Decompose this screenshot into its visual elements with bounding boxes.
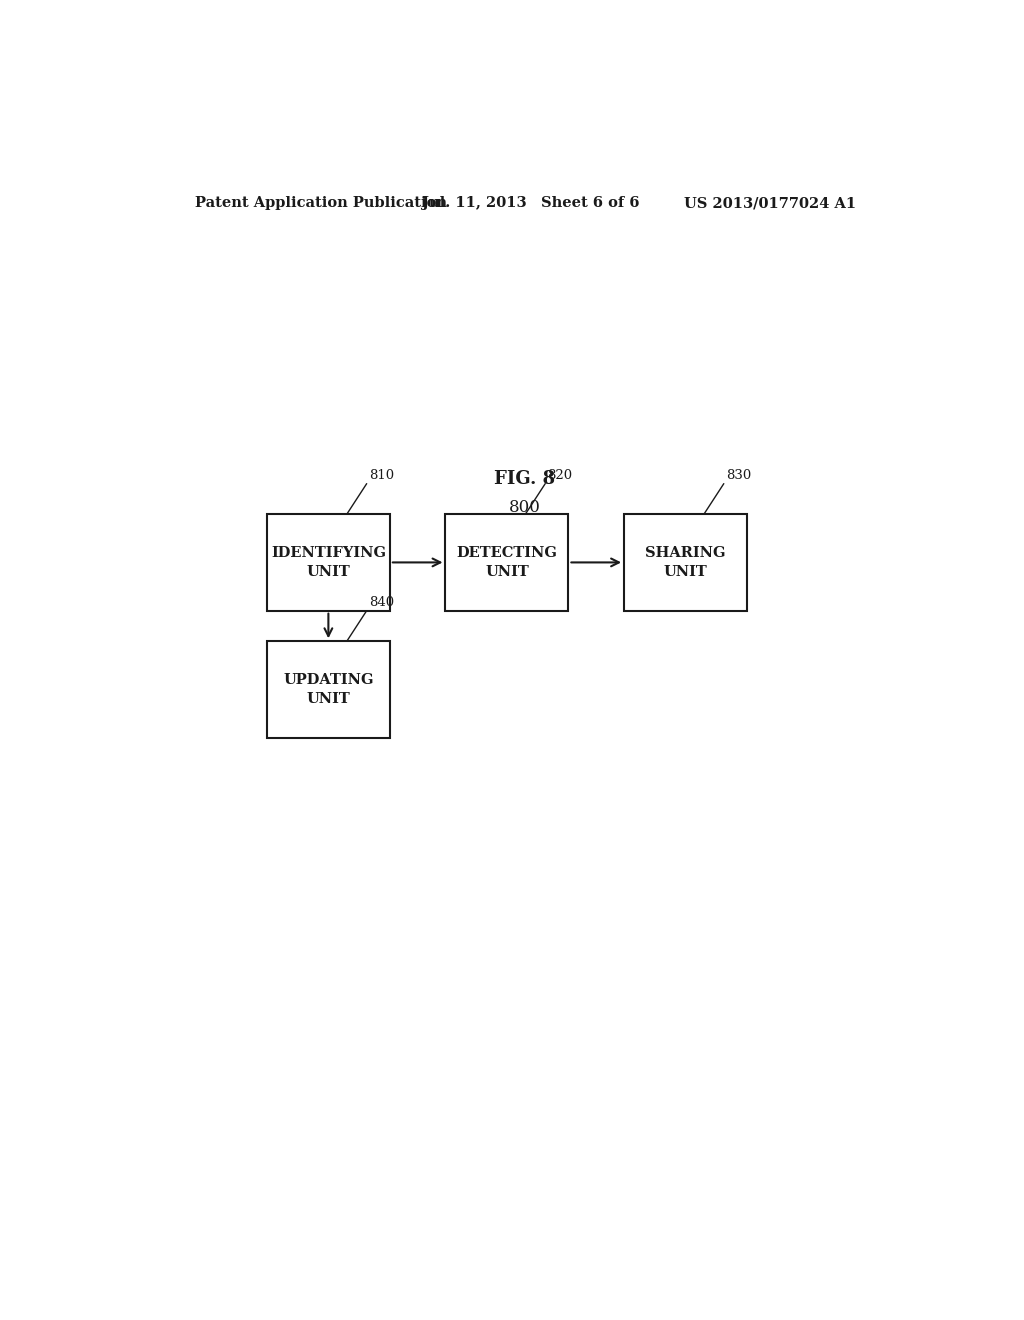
Text: IDENTIFYING
UNIT: IDENTIFYING UNIT: [271, 545, 386, 579]
Text: 810: 810: [369, 469, 394, 482]
Text: Patent Application Publication: Patent Application Publication: [196, 197, 447, 210]
Text: 820: 820: [548, 469, 572, 482]
Bar: [624, 515, 748, 611]
Text: DETECTING
UNIT: DETECTING UNIT: [457, 545, 557, 579]
Bar: [267, 515, 390, 611]
Text: US 2013/0177024 A1: US 2013/0177024 A1: [684, 197, 856, 210]
Bar: [445, 515, 568, 611]
Text: 830: 830: [726, 469, 752, 482]
Bar: [267, 642, 390, 738]
Text: 800: 800: [509, 499, 541, 516]
Text: 840: 840: [369, 595, 394, 609]
Text: SHARING
UNIT: SHARING UNIT: [645, 545, 726, 579]
Text: Jul. 11, 2013: Jul. 11, 2013: [422, 197, 526, 210]
Text: UPDATING
UNIT: UPDATING UNIT: [283, 673, 374, 706]
Text: Sheet 6 of 6: Sheet 6 of 6: [541, 197, 639, 210]
Text: FIG. 8: FIG. 8: [495, 470, 555, 487]
